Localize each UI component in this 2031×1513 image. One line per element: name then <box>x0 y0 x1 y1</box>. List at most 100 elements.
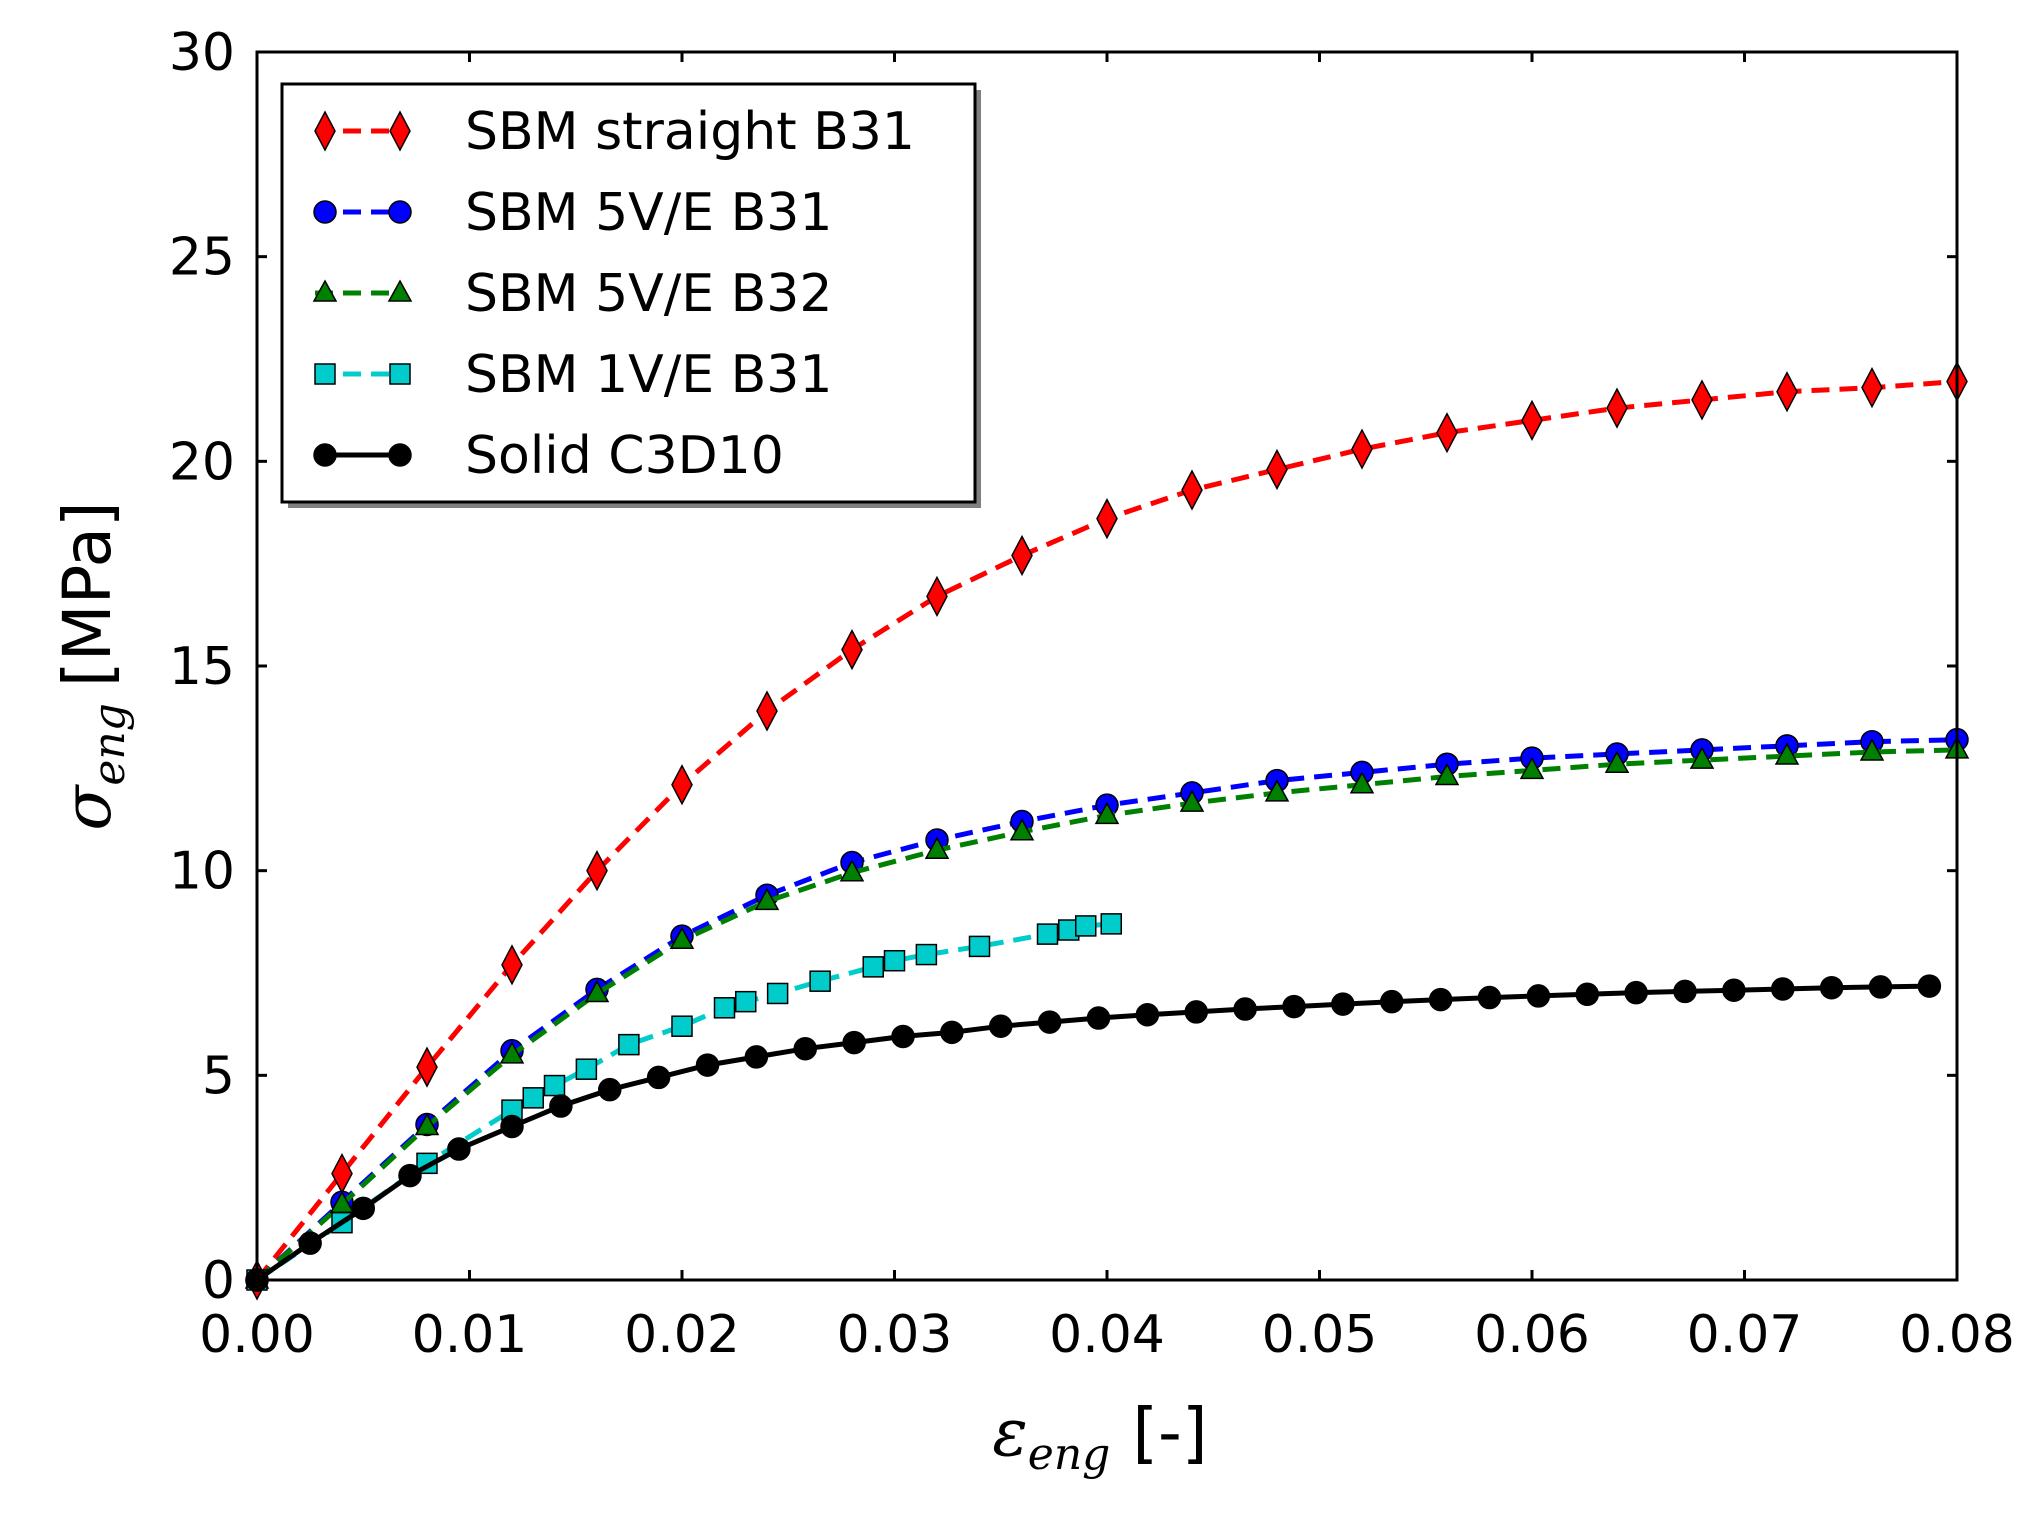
data-point-sbm-straight-b31 <box>1521 399 1543 442</box>
x-axis-label: εeng [-] <box>992 1394 1207 1480</box>
data-point-sbm-1v-e-b31 <box>862 956 884 978</box>
data-point-solid-c3d10 <box>989 1014 1013 1038</box>
data-point-sbm-5v-e-b32 <box>1179 789 1205 812</box>
svg-text:σeng[MPa]: σeng [MPa] <box>49 501 135 830</box>
data-point-sbm-straight-b31 <box>1351 428 1373 470</box>
data-point-solid-c3d10 <box>447 1137 471 1161</box>
y-tick-label: 25 <box>169 228 235 288</box>
x-tick-label: 0.04 <box>1049 1305 1165 1365</box>
legend-marker <box>313 200 337 224</box>
data-point-sbm-5v-e-b32 <box>1519 756 1545 780</box>
legend-marker <box>314 363 336 385</box>
y-axis-symbol: σ <box>49 784 126 831</box>
data-point-solid-c3d10 <box>695 1053 720 1077</box>
legend-label: SBM 5V/E B32 <box>465 264 832 324</box>
axis-ticks: 0.00 0.01 0.02 0.03 0.04 0.05 0.06 0.07 0.08 0 5 10… <box>169 23 2015 1365</box>
data-point-sbm-straight-b31 <box>1691 379 1713 421</box>
data-point-sbm-5v-e-b32 <box>839 859 865 882</box>
data-point-solid-c3d10 <box>940 1020 964 1045</box>
series-sbm-5v-e-b32 <box>244 736 1970 1289</box>
y-tick-label: 15 <box>169 637 235 697</box>
x-axis-unit: [-] <box>1132 1394 1207 1471</box>
data-point-solid-c3d10 <box>1282 994 1306 1019</box>
data-point-sbm-straight-b31 <box>1606 387 1628 429</box>
legend-label: SBM 1V/E B31 <box>465 345 832 405</box>
data-point-solid-c3d10 <box>1380 989 1404 1014</box>
data-point-sbm-5v-e-b32 <box>1094 801 1120 825</box>
legend-marker <box>314 110 336 152</box>
legend-item-sbm-straight-b31: SBM straight B31 <box>314 102 915 162</box>
data-point-solid-c3d10 <box>1428 987 1453 1012</box>
data-point-solid-c3d10 <box>744 1045 769 1069</box>
legend-label: Solid C3D10 <box>465 426 784 486</box>
data-point-sbm-1v-e-b31 <box>671 1015 693 1037</box>
data-point-sbm-5v-e-b32 <box>924 836 950 859</box>
data-point-sbm-1v-e-b31 <box>522 1087 544 1109</box>
data-point-solid-c3d10 <box>842 1030 866 1055</box>
x-axis-symbol: ε <box>992 1394 1027 1471</box>
legend-marker <box>389 110 411 152</box>
data-point-solid-c3d10 <box>1037 1010 1062 1034</box>
legend-item-sbm-5v-e-b32: SBM 5V/E B32 <box>312 264 832 324</box>
data-point-sbm-1v-e-b31 <box>735 990 757 1013</box>
data-point-sbm-1v-e-b31 <box>1075 915 1097 937</box>
legend-marker <box>388 443 412 467</box>
data-point-sbm-straight-b31 <box>926 575 948 618</box>
data-point-sbm-1v-e-b31 <box>915 943 938 966</box>
x-axis-subscript: eng <box>1028 1429 1111 1480</box>
data-point-sbm-5v-e-b32 <box>414 1112 440 1136</box>
data-point-sbm-straight-b31 <box>586 850 608 892</box>
data-point-solid-c3d10 <box>1673 979 1697 1004</box>
svg-text:εeng[-]: εeng [-] <box>992 1394 1207 1480</box>
data-point-solid-c3d10 <box>549 1094 573 1118</box>
data-point-solid-c3d10 <box>646 1065 671 1090</box>
data-point-sbm-5v-e-b32 <box>1434 762 1460 786</box>
y-axis-label: σeng [MPa] <box>49 501 135 830</box>
data-point-sbm-straight-b31 <box>1096 498 1118 540</box>
data-point-solid-c3d10 <box>1331 992 1355 1016</box>
x-tick-label: 0.01 <box>412 1305 528 1365</box>
x-tick-label: 0.05 <box>1262 1305 1378 1365</box>
data-point-sbm-5v-e-b32 <box>669 926 695 950</box>
legend-marker <box>387 279 413 302</box>
data-point-sbm-5v-e-b32 <box>1859 738 1885 761</box>
legend-entries: SBM straight B31 SBM 5V/E B31 SBM 5V/E B32… <box>312 102 915 486</box>
legend-marker <box>313 443 337 467</box>
data-point-sbm-5v-e-b32 <box>1604 750 1630 773</box>
data-point-sbm-5v-e-b32 <box>1689 746 1715 769</box>
data-point-solid-c3d10 <box>1575 982 1599 1007</box>
data-point-sbm-1v-e-b31 <box>618 1033 640 1056</box>
data-point-sbm-straight-b31 <box>1861 367 1883 409</box>
y-tick-label: 5 <box>202 1046 235 1106</box>
data-point-sbm-straight-b31 <box>1011 534 1033 577</box>
data-point-solid-c3d10 <box>1086 1006 1111 1030</box>
x-tick-label: 0.03 <box>837 1305 953 1365</box>
y-tick-label: 20 <box>169 432 235 492</box>
data-point-sbm-straight-b31 <box>1181 469 1203 511</box>
data-point-sbm-5v-e-b32 <box>754 887 780 911</box>
data-point-sbm-5v-e-b32 <box>499 1041 525 1064</box>
legend-marker <box>388 200 412 224</box>
data-point-solid-c3d10 <box>1819 975 1844 1000</box>
data-point-sbm-1v-e-b31 <box>543 1074 566 1097</box>
data-point-sbm-straight-b31 <box>1266 448 1288 491</box>
data-point-solid-c3d10 <box>891 1024 915 1049</box>
y-tick-label: 10 <box>169 842 235 902</box>
data-point-sbm-1v-e-b31 <box>1100 913 1122 935</box>
x-tick-label: 0.02 <box>624 1305 740 1365</box>
data-point-solid-c3d10 <box>298 1231 322 1255</box>
data-point-sbm-1v-e-b31 <box>809 970 831 992</box>
data-point-solid-c3d10 <box>1868 975 1893 999</box>
legend-label: SBM straight B31 <box>465 102 915 162</box>
data-point-solid-c3d10 <box>1477 985 1502 1010</box>
data-point-sbm-straight-b31 <box>1436 412 1458 454</box>
data-point-sbm-1v-e-b31 <box>883 949 906 972</box>
data-point-sbm-1v-e-b31 <box>575 1058 598 1080</box>
data-point-sbm-5v-e-b32 <box>1774 742 1800 765</box>
y-tick-label: 30 <box>169 23 235 83</box>
legend-marker <box>389 363 411 385</box>
y-tick-label: 0 <box>202 1251 235 1311</box>
data-point-sbm-1v-e-b31 <box>1036 923 1059 945</box>
